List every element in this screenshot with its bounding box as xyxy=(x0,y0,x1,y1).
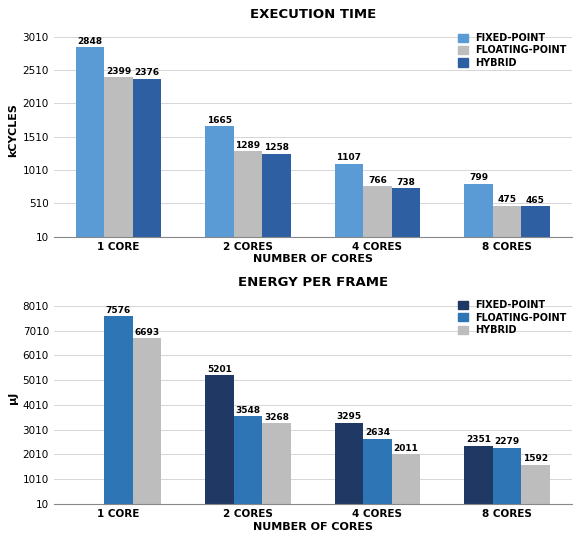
Bar xyxy=(335,164,363,238)
Bar xyxy=(492,448,521,504)
Y-axis label: kCYCLES: kCYCLES xyxy=(8,103,19,157)
Bar xyxy=(464,446,492,504)
Text: 465: 465 xyxy=(526,195,545,205)
Text: 2399: 2399 xyxy=(106,66,131,76)
Text: 1665: 1665 xyxy=(207,116,232,125)
Text: 3548: 3548 xyxy=(235,406,260,415)
Text: 2376: 2376 xyxy=(135,68,160,77)
Bar xyxy=(76,48,104,238)
Y-axis label: μJ: μJ xyxy=(9,392,19,404)
Text: 2351: 2351 xyxy=(466,435,491,444)
Title: ENERGY PER FRAME: ENERGY PER FRAME xyxy=(238,275,388,288)
X-axis label: NUMBER OF CORES: NUMBER OF CORES xyxy=(253,522,373,532)
Text: 1107: 1107 xyxy=(336,153,361,162)
Text: 3268: 3268 xyxy=(264,413,289,422)
Legend: FIXED-POINT, FLOATING-POINT, HYBRID: FIXED-POINT, FLOATING-POINT, HYBRID xyxy=(458,33,567,68)
Text: 2011: 2011 xyxy=(393,444,418,453)
Bar xyxy=(392,455,420,504)
Text: 1258: 1258 xyxy=(264,143,289,152)
Text: 2634: 2634 xyxy=(365,428,390,437)
Bar xyxy=(104,77,133,238)
Text: 1289: 1289 xyxy=(235,141,260,150)
Bar xyxy=(335,423,363,504)
Text: 3295: 3295 xyxy=(336,412,361,421)
Bar xyxy=(104,316,133,504)
Text: 2279: 2279 xyxy=(494,437,520,446)
Title: EXECUTION TIME: EXECUTION TIME xyxy=(249,8,376,22)
Bar xyxy=(205,375,234,504)
Text: 799: 799 xyxy=(469,173,488,183)
Bar xyxy=(205,126,234,238)
Text: 6693: 6693 xyxy=(135,328,160,336)
Text: 738: 738 xyxy=(397,178,415,186)
Text: 2848: 2848 xyxy=(77,37,103,46)
Bar xyxy=(133,79,161,238)
Bar xyxy=(133,339,161,504)
X-axis label: NUMBER OF CORES: NUMBER OF CORES xyxy=(253,254,373,265)
Legend: FIXED-POINT, FLOATING-POINT, HYBRID: FIXED-POINT, FLOATING-POINT, HYBRID xyxy=(458,300,567,335)
Text: 1592: 1592 xyxy=(523,454,548,463)
Bar xyxy=(521,465,550,504)
Bar xyxy=(262,153,291,238)
Text: 5201: 5201 xyxy=(207,364,232,374)
Bar xyxy=(521,206,550,238)
Bar xyxy=(492,206,521,238)
Text: 766: 766 xyxy=(368,176,387,185)
Text: 7576: 7576 xyxy=(106,306,131,315)
Bar xyxy=(262,423,291,504)
Text: 475: 475 xyxy=(498,195,516,204)
Bar xyxy=(363,439,392,504)
Bar xyxy=(464,184,492,238)
Bar xyxy=(234,151,262,238)
Bar xyxy=(234,416,262,504)
Bar xyxy=(363,186,392,238)
Bar xyxy=(392,188,420,238)
